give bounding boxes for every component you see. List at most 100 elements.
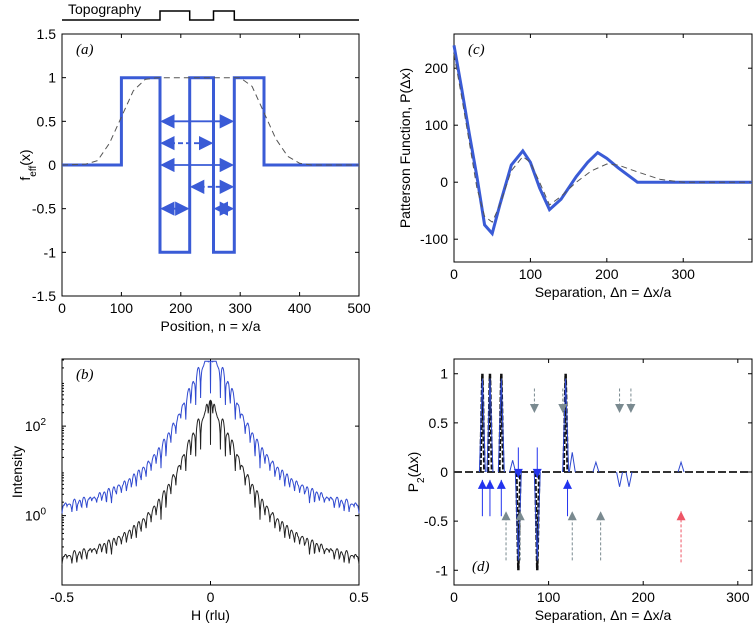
panel-d-chart: 0 100 200 300 -1 -0.5 0 0.5 1 Separation, Δn = Δx… xyxy=(405,358,753,623)
assignment-arrowhead xyxy=(513,468,523,478)
y-axis-label-part: (x) xyxy=(17,149,33,165)
black-peak xyxy=(534,471,541,571)
blue-peak xyxy=(592,460,600,473)
y-axis-label: feff(x) xyxy=(17,149,39,180)
series-smoothed xyxy=(453,53,752,223)
y-tick-label: -0.5 xyxy=(424,513,448,529)
y-axis-label-part: eff xyxy=(28,166,39,177)
x-tick-label: 100 xyxy=(519,266,543,282)
panel-tag: (a) xyxy=(76,42,94,58)
series-smoothed xyxy=(61,77,359,166)
y-tick-label: -1 xyxy=(436,562,449,578)
y-axis-label: Intensity xyxy=(9,446,25,498)
y-tick-label: 102 xyxy=(25,417,47,434)
x-tick-label: 200 xyxy=(169,300,193,316)
black-peak xyxy=(498,373,505,473)
y-tick-label: -1.5 xyxy=(32,288,56,304)
series-P xyxy=(452,45,752,237)
black-peak xyxy=(562,373,569,473)
y-axis-label-part: Patterson Function, P(Δx) xyxy=(397,68,413,228)
blue-peak xyxy=(568,452,576,473)
assignment-arrowhead xyxy=(596,511,606,521)
y-tick-label: 0.5 xyxy=(429,415,449,431)
x-axis-label: Position, n = x/a xyxy=(160,318,260,334)
y-tick-label: -100 xyxy=(420,231,448,247)
panel-a-chart: 0 100 200 300 400 500 -1.5 -1 -0.5 0 0.5 1 1.5 Positi… xyxy=(17,26,371,334)
x-tick-label: 500 xyxy=(347,300,371,316)
x-tick-label: 200 xyxy=(595,266,619,282)
x-axis-label: Separation, Δn = Δx/a xyxy=(535,607,672,623)
y-axis-label: Patterson Function, P(Δx) xyxy=(397,68,413,228)
y-tick-base: 10 xyxy=(25,508,41,524)
y-axis-label: P2(Δx) xyxy=(405,452,427,493)
blue-peak xyxy=(486,378,494,473)
y-axis-label-part: Intensity xyxy=(9,446,25,498)
x-tick-label: 300 xyxy=(726,589,750,605)
topography-strip: Topography xyxy=(62,1,359,21)
blue-peak xyxy=(497,378,505,473)
y-axis-label-part: (Δx) xyxy=(405,452,421,478)
blue-peak xyxy=(514,471,522,561)
y-tick-label: 0.5 xyxy=(37,113,57,129)
topography-label: Topography xyxy=(68,1,141,17)
black-peak xyxy=(515,471,522,571)
x-tick-label: 0.5 xyxy=(349,589,369,605)
x-tick-label: 100 xyxy=(110,300,134,316)
y-tick-exp: 2 xyxy=(40,417,46,428)
blue-peak xyxy=(616,471,624,487)
x-tick-label: 100 xyxy=(537,589,561,605)
x-tick-label: 0 xyxy=(58,300,66,316)
y-tick-label: 0 xyxy=(440,464,448,480)
x-tick-label: 400 xyxy=(288,300,312,316)
assignment-arrowhead xyxy=(477,479,487,489)
x-tick-label: 0 xyxy=(450,266,458,282)
assignment-arrowhead xyxy=(563,479,573,489)
assignment-arrowhead xyxy=(501,511,511,521)
x-tick-label: 300 xyxy=(229,300,253,316)
assignment-arrowhead xyxy=(496,479,506,489)
assignment-arrowhead xyxy=(558,404,568,414)
blue-peak xyxy=(562,378,570,473)
assignment-arrowhead xyxy=(515,511,525,521)
y-tick-label: 100 xyxy=(425,117,449,133)
y-tick-label: 1.5 xyxy=(37,26,57,42)
blue-peak xyxy=(677,460,685,473)
assignment-arrowhead xyxy=(529,404,539,414)
x-tick-label: 200 xyxy=(632,589,656,605)
panel-tag: (c) xyxy=(468,42,485,58)
y-tick-label: 1 xyxy=(440,366,448,382)
y-tick-label: 0 xyxy=(440,174,448,190)
y-axis-label-part: f xyxy=(17,177,33,181)
black-peak xyxy=(479,373,486,473)
assignment-arrowhead xyxy=(615,404,625,414)
panel-tag: (b) xyxy=(76,367,94,383)
x-tick-label: 0 xyxy=(450,589,458,605)
black-peak xyxy=(486,373,494,473)
assignment-arrowhead xyxy=(532,468,542,478)
y-axis-label-part: 2 xyxy=(416,477,427,483)
assignment-arrowhead xyxy=(626,404,636,414)
y-tick-base: 10 xyxy=(25,418,41,434)
topography-profile xyxy=(62,10,359,21)
y-tick-label: 200 xyxy=(425,60,449,76)
blue-peak xyxy=(509,460,517,473)
x-axis-label: Separation, Δn = Δx/a xyxy=(535,284,672,300)
plot-frame xyxy=(453,33,753,263)
blue-peak xyxy=(625,471,633,487)
y-tick-label: 1 xyxy=(48,70,56,86)
y-axis-label-part: P xyxy=(405,483,421,492)
blue-peak xyxy=(478,378,486,473)
series-intensity_black xyxy=(61,399,360,565)
x-axis-label: H (rlu) xyxy=(191,607,230,623)
x-tick-label: -0.5 xyxy=(50,589,74,605)
x-tick-label: 300 xyxy=(672,266,696,282)
y-tick-label: 100 xyxy=(25,507,47,524)
y-tick-exp: 0 xyxy=(40,507,46,518)
blue-peak xyxy=(533,471,541,561)
y-tick-label: -0.5 xyxy=(32,201,56,217)
panel-c-chart: 0 100 200 300 -100 0 100 200 Separation, Δn = Δx… xyxy=(397,33,753,300)
x-tick-label: 0 xyxy=(207,589,215,605)
series-intensity_blue xyxy=(61,360,360,514)
